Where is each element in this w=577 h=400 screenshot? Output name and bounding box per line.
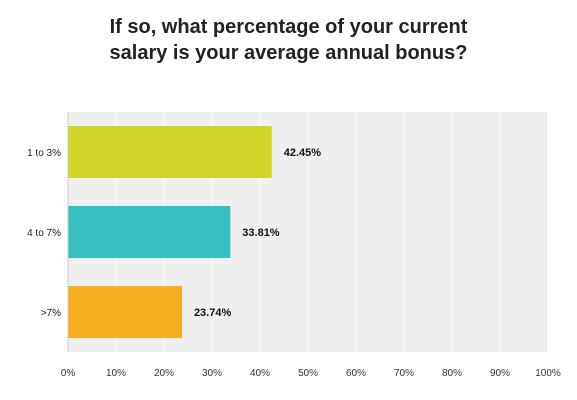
x-tick-label: 10% (106, 368, 126, 379)
x-tick-label: 0% (61, 368, 76, 379)
x-tick-label: 20% (154, 368, 174, 379)
x-tick-label: 80% (442, 368, 462, 379)
x-tick-label: 40% (250, 368, 270, 379)
x-tick-label: 50% (298, 368, 318, 379)
bars (68, 126, 272, 338)
chart-title-line-1: If so, what percentage of your current (109, 16, 468, 38)
x-tick-label: 100% (535, 368, 561, 379)
data-label: 23.74% (194, 307, 232, 319)
category-label: 1 to 3% (27, 148, 61, 159)
category-label: >7% (41, 308, 61, 319)
bar (68, 286, 182, 338)
labels: 0% 10% 20% 30% 40% 50% 60% 70% 80% 90% 100% 1 to 3%… (27, 147, 561, 379)
x-tick-label: 70% (394, 368, 414, 379)
category-label: 4 to 7% (27, 228, 61, 239)
chart-title-line-2: salary is your average annual bonus? (109, 42, 468, 64)
chart-title: If so, what percentage of your current s… (0, 14, 577, 66)
x-tick-label: 30% (202, 368, 222, 379)
x-tick-label: 90% (490, 368, 510, 379)
bar (68, 206, 231, 258)
data-label: 33.81% (242, 227, 280, 239)
bar (68, 126, 272, 178)
x-tick-label: 60% (346, 368, 366, 379)
data-label: 42.45% (284, 147, 322, 159)
